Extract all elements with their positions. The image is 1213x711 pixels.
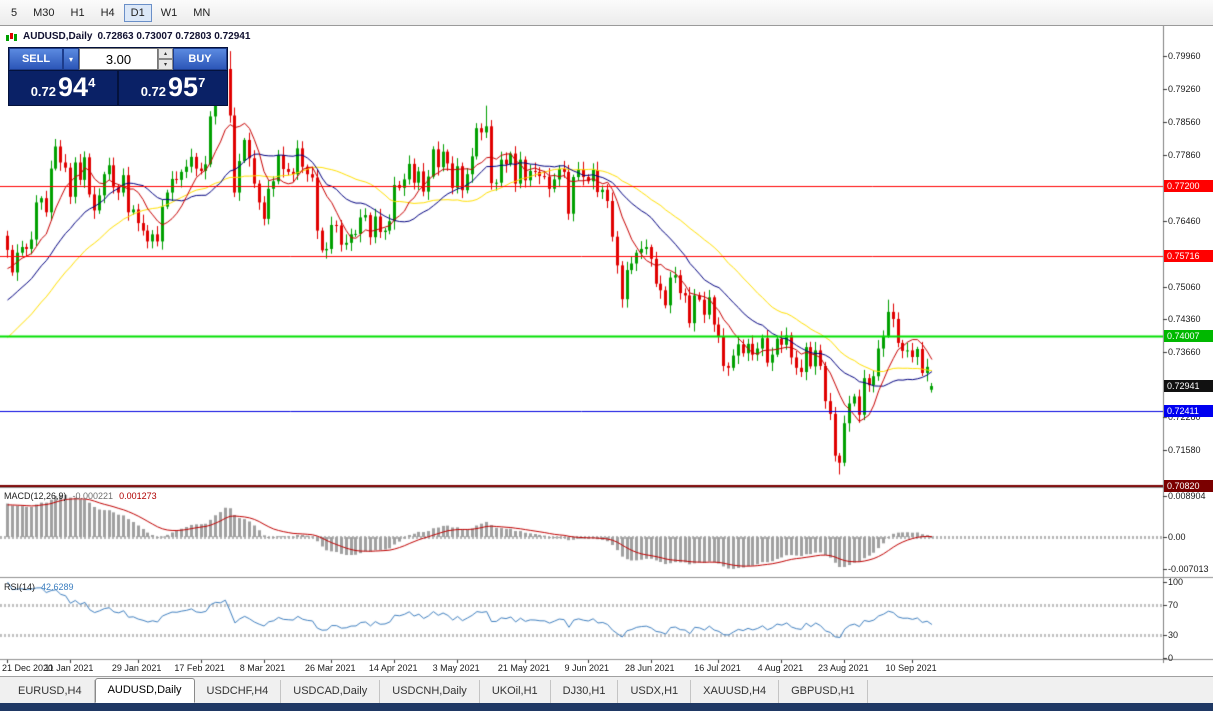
- macd-axis-label: 0.008904: [1168, 491, 1206, 502]
- macd-label: MACD(12,26,9): [4, 491, 67, 501]
- chart-area: AUDUSD,Daily 0.72863 0.73007 0.72803 0.7…: [0, 26, 1213, 676]
- tab-usdx-h1[interactable]: USDX,H1: [618, 680, 692, 703]
- chart-ohlc-values: 0.72863 0.73007 0.72803 0.72941: [97, 31, 251, 42]
- timeframe-w1[interactable]: W1: [154, 4, 185, 22]
- tab-usdchf-h4[interactable]: USDCHF,H4: [195, 680, 282, 703]
- one-click-trading-panel: SELL ▾ ▴ ▾ BUY 0.72 94 4 0.72 95 7: [8, 47, 228, 106]
- rsi-value: 42.6289: [41, 582, 74, 592]
- date-label: 23 Aug 2021: [818, 663, 869, 673]
- tab-ukoil-h1[interactable]: UKOil,H1: [480, 680, 551, 703]
- tab-xauusd-h4[interactable]: XAUUSD,H4: [691, 680, 780, 703]
- macd-main-value: -0.000221: [72, 491, 114, 501]
- date-label: 14 Apr 2021: [368, 663, 418, 673]
- volume-input[interactable]: [79, 48, 158, 70]
- price-chart-canvas[interactable]: [0, 26, 1213, 676]
- date-label: 21 May 2021: [497, 663, 550, 673]
- price-label: 0.76460: [1168, 215, 1201, 226]
- rsi-header: RSI(14) 42.6289: [4, 582, 74, 592]
- rsi-label: RSI(14): [4, 582, 36, 592]
- order-type-dropdown[interactable]: ▾: [63, 48, 79, 70]
- candlestick-icon: [6, 32, 17, 41]
- price-label: 0.79960: [1168, 51, 1201, 62]
- price-line-badge: 0.70820: [1164, 479, 1213, 492]
- ask-price-display[interactable]: 0.72 95 7: [119, 71, 227, 105]
- timeframe-toolbar: 5 M30 H1 H4 D1 W1 MN: [0, 0, 1213, 26]
- macd-signal-value: 0.001273: [119, 491, 157, 501]
- price-line-badge: 0.77200: [1164, 179, 1213, 192]
- volume-down-button[interactable]: ▾: [158, 59, 173, 70]
- tab-dj30-h1[interactable]: DJ30,H1: [551, 680, 619, 703]
- tab-eurusd-h4[interactable]: EURUSD,H4: [6, 680, 95, 703]
- sell-button[interactable]: SELL: [9, 48, 63, 70]
- date-label: 11 Jan 2021: [44, 663, 94, 673]
- tab-usdcad-daily[interactable]: USDCAD,Daily: [281, 680, 381, 703]
- volume-up-button[interactable]: ▴: [158, 48, 173, 59]
- tab-audusd-daily[interactable]: AUDUSD,Daily: [94, 678, 195, 703]
- macd-axis-label: -0.007013: [1168, 564, 1209, 575]
- tab-gbpusd-h1[interactable]: GBPUSD,H1: [779, 680, 868, 703]
- price-label: 0.72280: [1168, 412, 1201, 423]
- timeframe-mn[interactable]: MN: [186, 4, 217, 22]
- ask-pip-digit: 7: [198, 75, 206, 90]
- price-line-badge: 0.72941: [1164, 380, 1213, 393]
- timeframe-m30[interactable]: M30: [26, 4, 61, 22]
- rsi-axis-label: 70: [1168, 599, 1179, 610]
- price-label: 0.78560: [1168, 117, 1201, 128]
- price-axis[interactable]: 0.79960 0.79260 0.78560 0.77860 0.76460 0.750…: [1164, 26, 1213, 676]
- price-line-badge: 0.75716: [1164, 249, 1213, 262]
- date-label: 16 Jul 2021: [694, 663, 741, 673]
- chart-symbol: AUDUSD,Daily: [23, 31, 93, 42]
- bid-prefix: 0.72: [30, 84, 57, 99]
- date-label: 4 Aug 2021: [757, 663, 804, 673]
- tab-usdcnh-daily[interactable]: USDCNH,Daily: [380, 680, 480, 703]
- price-label: 0.77860: [1168, 149, 1201, 160]
- date-label: 21 Dec 2020: [2, 663, 54, 673]
- date-label: 26 Mar 2021: [304, 663, 356, 673]
- date-label: 17 Feb 2021: [174, 663, 225, 673]
- bid-pip-digit: 4: [88, 75, 96, 90]
- date-label: 9 Jun 2021: [564, 663, 610, 673]
- rsi-axis-label: 100: [1168, 577, 1184, 587]
- price-line-badge: 0.72411: [1164, 404, 1213, 417]
- timeframe-h1[interactable]: H1: [64, 4, 92, 22]
- bid-price-display[interactable]: 0.72 94 4: [9, 71, 117, 105]
- price-label: 0.71580: [1168, 445, 1201, 456]
- price-label: 0.73660: [1168, 347, 1201, 358]
- price-label: 0.74360: [1168, 314, 1201, 325]
- timeframe-5[interactable]: 5: [4, 4, 24, 22]
- chart-title: AUDUSD,Daily 0.72863 0.73007 0.72803 0.7…: [6, 31, 250, 42]
- macd-header: MACD(12,26,9) -0.000221 0.001273: [4, 491, 157, 501]
- timeframe-d1[interactable]: D1: [123, 3, 152, 22]
- rsi-axis-label: 30: [1168, 630, 1179, 641]
- date-label: 10 Sep 2021: [885, 663, 937, 673]
- ask-prefix: 0.72: [140, 84, 167, 99]
- buy-button[interactable]: BUY: [173, 48, 227, 70]
- bid-big-digits: 94: [58, 72, 89, 102]
- date-axis[interactable]: 21 Dec 2020 11 Jan 2021 29 Jan 2021 17 Feb …: [0, 660, 1163, 676]
- window-bottom-edge: [0, 703, 1213, 711]
- chevron-down-icon: ▾: [68, 54, 73, 64]
- chart-tab-bar: EURUSD,H4 AUDUSD,Daily USDCHF,H4 USDCAD,Dai…: [0, 676, 1213, 703]
- volume-stepper: ▴ ▾: [158, 48, 173, 70]
- date-label: 28 Jun 2021: [624, 663, 675, 673]
- timeframe-h4[interactable]: H4: [94, 4, 122, 22]
- price-line-badge: 0.74007: [1164, 329, 1213, 342]
- price-label: 0.75060: [1168, 281, 1201, 292]
- date-label: 3 May 2021: [432, 663, 480, 673]
- date-label: 29 Jan 2021: [111, 663, 162, 673]
- macd-axis-label: 0.00: [1168, 532, 1186, 543]
- date-label: 8 Mar 2021: [239, 663, 286, 673]
- price-label: 0.79260: [1168, 84, 1201, 95]
- ask-big-digits: 95: [168, 72, 199, 102]
- rsi-axis-label: 0: [1168, 653, 1174, 663]
